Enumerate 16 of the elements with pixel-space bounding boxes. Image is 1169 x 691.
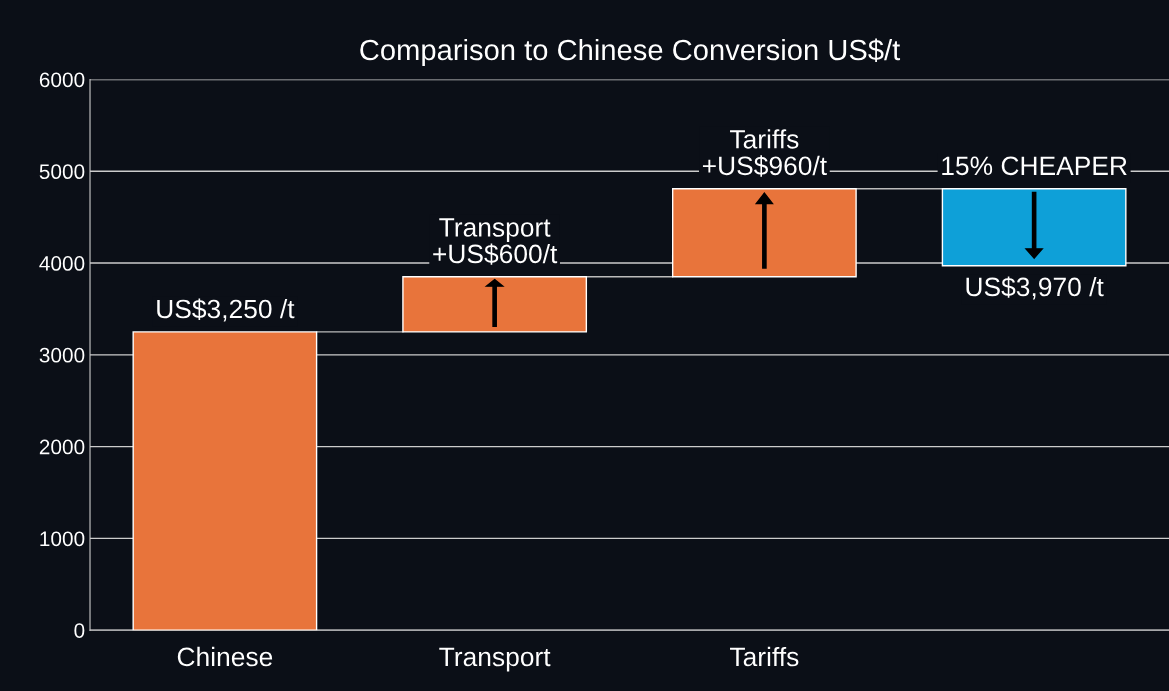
y-tick-label: 4000: [39, 256, 85, 271]
x-tick-label: Tariffs: [730, 646, 799, 667]
y-tick-label: 5000: [39, 164, 85, 180]
y-tick-label: 0: [74, 623, 85, 638]
x-tick-label: Transport: [439, 647, 551, 672]
y-tick-label: 3000: [39, 347, 85, 363]
annotation: Tariffs +US$960/t: [702, 129, 827, 177]
y-tick-label: 6000: [39, 72, 85, 88]
x-tick-label: Chinese: [177, 646, 273, 667]
chart-title: Comparison to Chinese Conversion US$/t: [360, 38, 901, 67]
y-tick-label: 2000: [39, 439, 85, 455]
y-tick-label: 1000: [40, 531, 85, 547]
annotation: Transport +US$600/t: [433, 218, 558, 265]
annotation: US$3,970 /t: [966, 276, 1104, 300]
annotation: US$3,250 /t: [157, 298, 295, 322]
annotation: 15% CHEAPER: [942, 156, 1127, 176]
